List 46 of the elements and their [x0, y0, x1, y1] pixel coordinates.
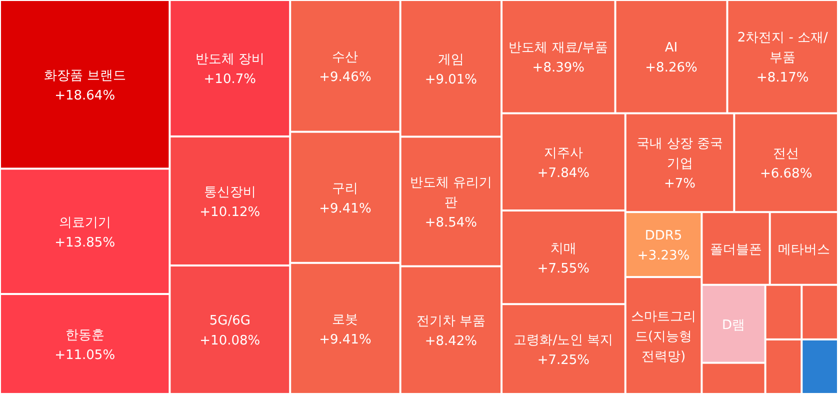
category-label: 고령화/노인 복지	[514, 333, 614, 348]
data-label: +7%	[664, 176, 696, 192]
category-label: 화장품 브랜드	[44, 68, 126, 84]
category-label: 반도체 재료/부품	[508, 40, 608, 56]
category-label: 통신장비	[204, 184, 256, 200]
data-label: +9.41%	[319, 201, 372, 216]
category-label: 2차전지 - 소재/부품	[737, 30, 829, 66]
category-label: 전선	[773, 146, 800, 162]
category-label: 게임	[438, 52, 464, 68]
category-label: 반도체 유리기판	[410, 175, 492, 210]
data-label: +18.64%	[54, 88, 116, 104]
data-label: +9.41%	[319, 332, 372, 348]
data-label: +8.39%	[532, 60, 585, 76]
category-label: 의료기기	[58, 215, 111, 230]
category-label: 수산	[332, 50, 358, 65]
data-label: +9.46%	[319, 70, 372, 85]
data-label: +8.17%	[756, 70, 809, 86]
data-label: +9.01%	[424, 72, 478, 88]
category-label: 전기차 부품	[416, 314, 486, 330]
data-label: +8.26%	[645, 60, 698, 76]
category-label: 치매	[550, 241, 576, 256]
data-label: +10.12%	[200, 204, 260, 220]
category-label: D램	[722, 318, 746, 333]
category-label: 구리	[332, 181, 358, 196]
data-label: +6.68%	[760, 166, 812, 182]
category-label: 5G/6G	[209, 314, 250, 329]
category-label: 스마트그리드(지능형전력망)	[631, 310, 696, 365]
category-label: 메타버스	[778, 242, 830, 258]
data-label: +10.7%	[204, 72, 256, 88]
category-label: DDR5	[644, 228, 682, 244]
data-label: +7.84%	[537, 166, 590, 181]
category-label: 지주사	[544, 146, 583, 161]
data-label: +10.08%	[200, 334, 260, 349]
data-label: +3.23%	[637, 248, 690, 264]
category-label: 국내 상장 중국기업	[636, 136, 723, 172]
data-label: +8.42%	[424, 334, 478, 350]
data-label: +13.85%	[54, 235, 116, 250]
data-label: +8.54%	[424, 215, 478, 230]
category-label: 로봇	[332, 312, 358, 328]
data-label: +7.25%	[537, 353, 590, 368]
data-label: +11.05%	[54, 348, 116, 364]
category-label: 폴더블폰	[710, 242, 762, 258]
category-label: 반도체 장비	[195, 52, 264, 68]
data-label: +7.55%	[537, 261, 590, 276]
category-label: AI	[664, 40, 678, 56]
category-label: 한동훈	[65, 328, 104, 344]
